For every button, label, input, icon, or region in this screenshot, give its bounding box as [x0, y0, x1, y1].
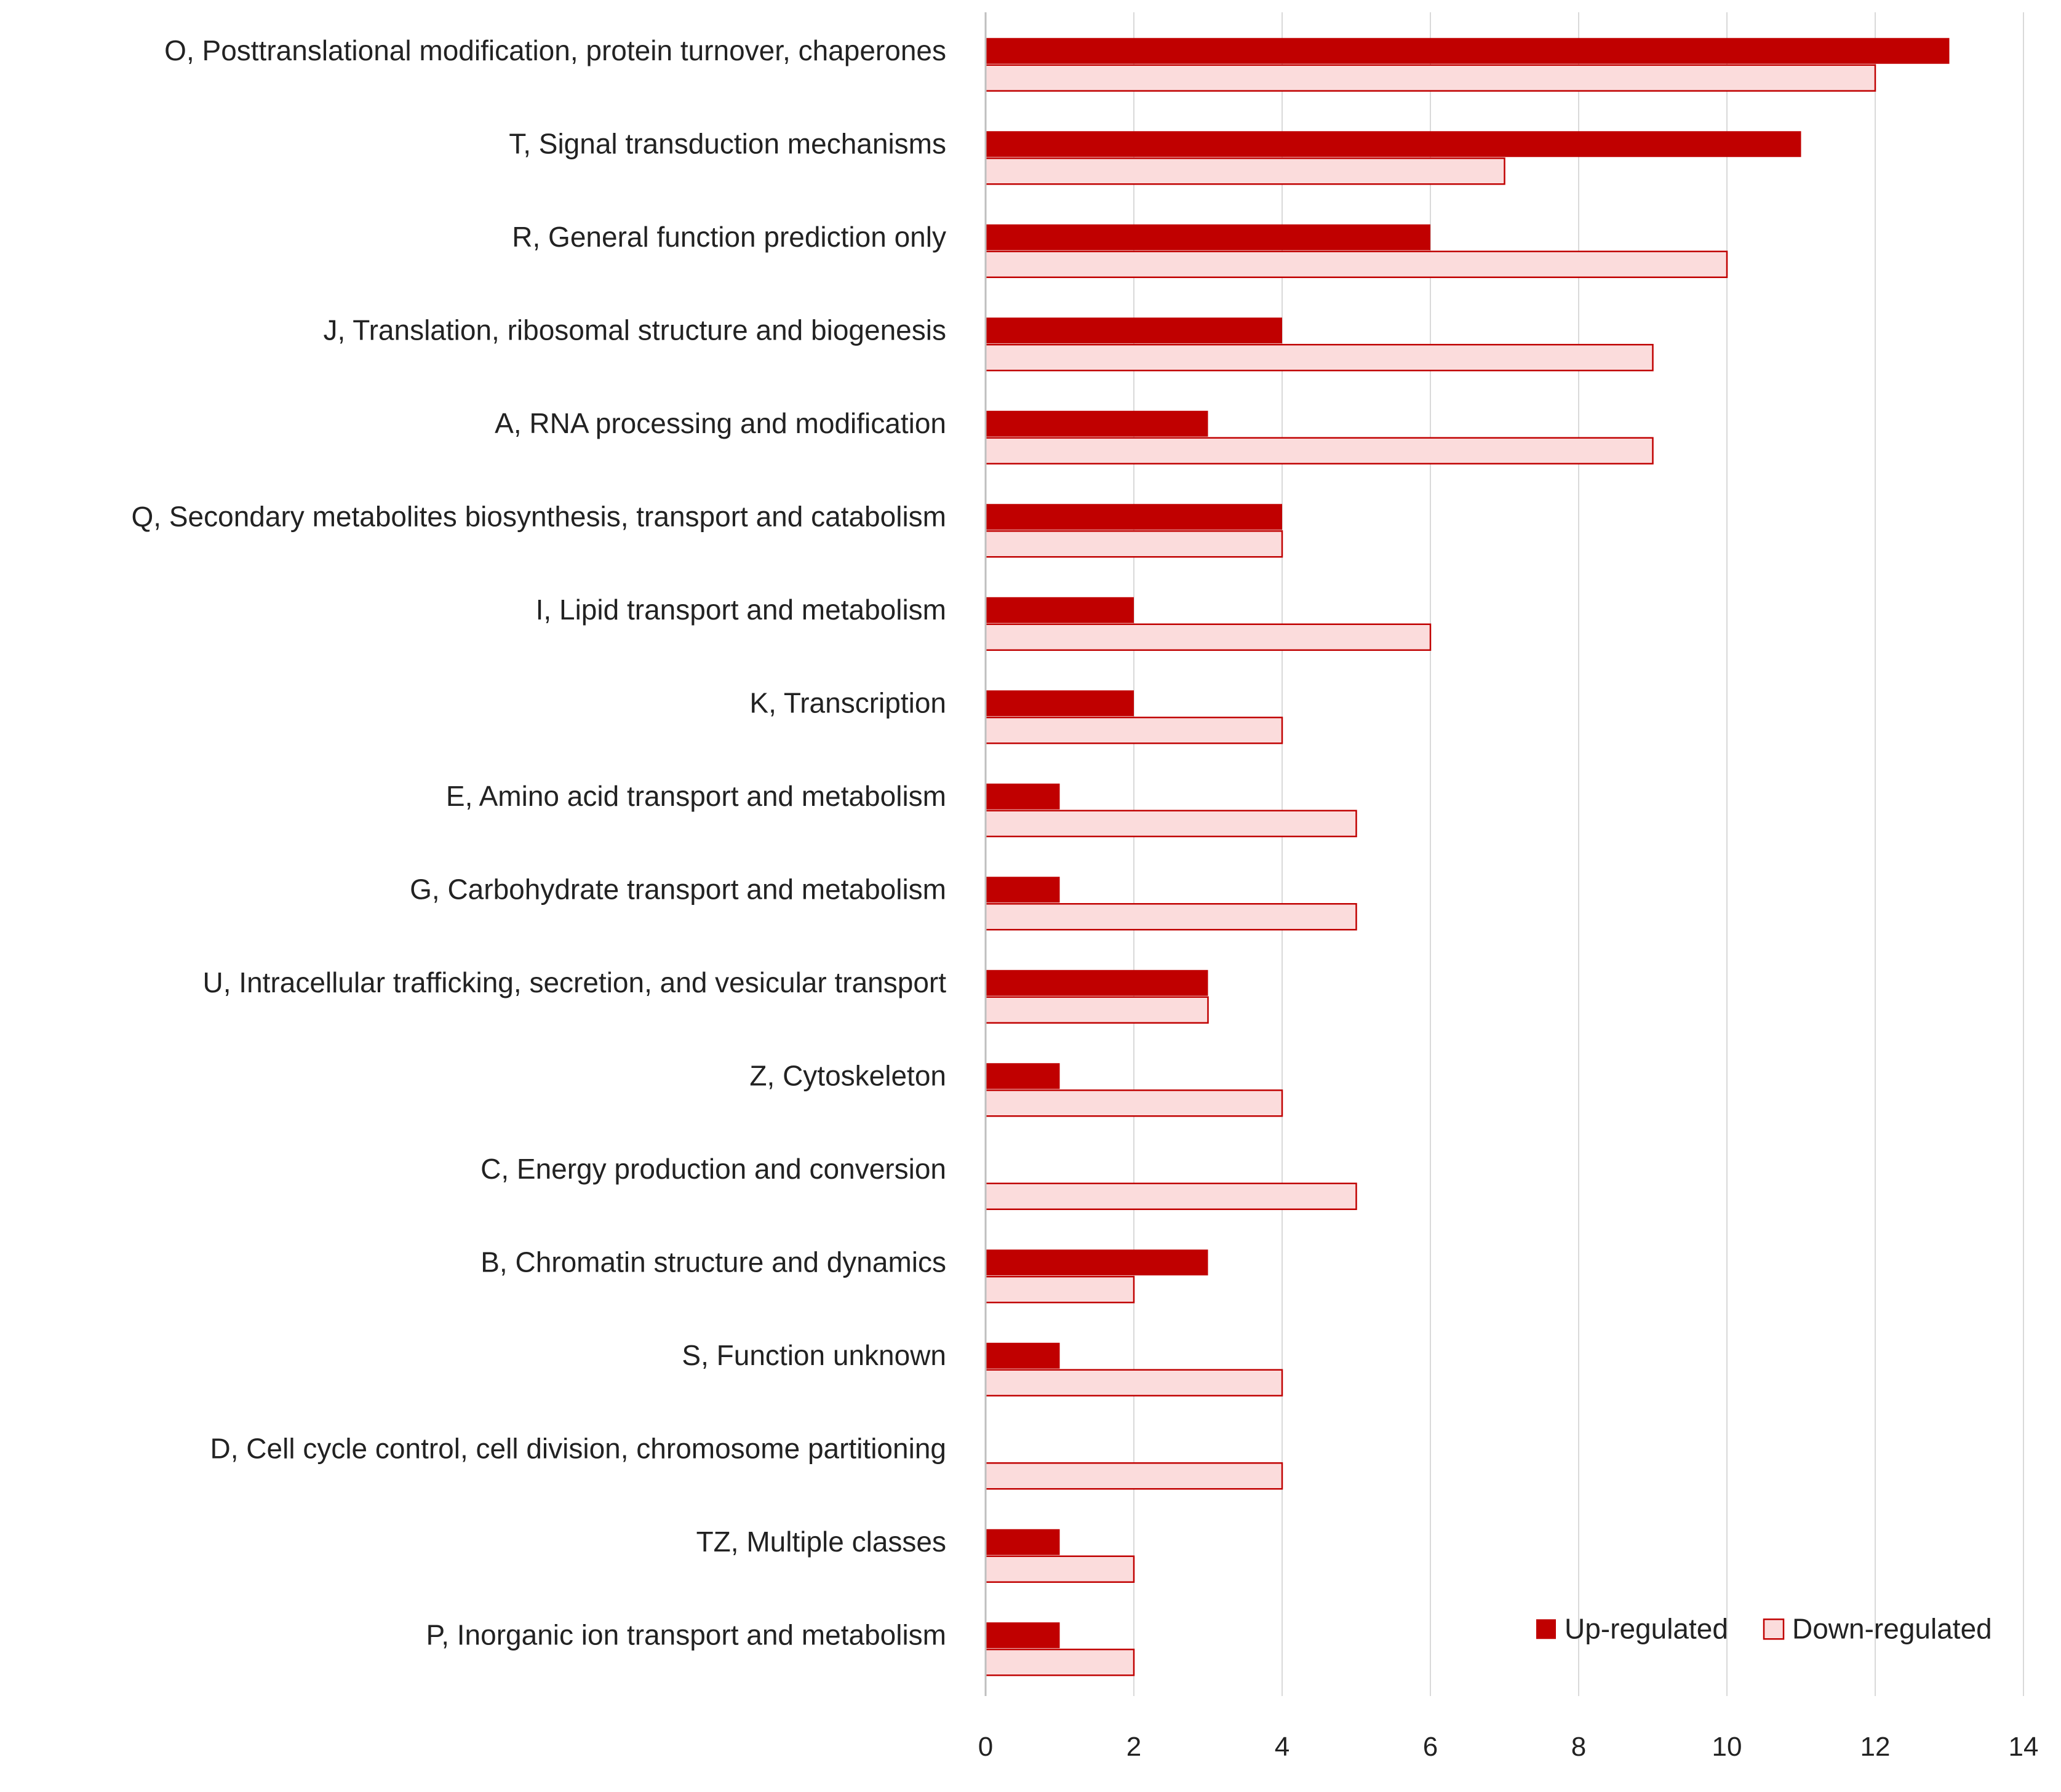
bar-down-regulated [984, 437, 1654, 464]
bar-down-regulated [984, 810, 1357, 837]
bar-up-regulated [986, 1063, 1060, 1089]
legend-label-up-regulated: Up-regulated [1565, 1612, 1728, 1644]
bar-down-regulated [984, 1182, 1357, 1210]
category-label: A, RNA processing and modification [495, 407, 946, 439]
category-label: B, Chromatin structure and dynamics [480, 1246, 946, 1278]
category-label: G, Carbohydrate transport and metabolism [410, 873, 946, 905]
x-tick-label: 8 [1571, 1732, 1586, 1762]
legend: Up-regulated Down-regulated [1536, 1612, 1992, 1644]
category-label: C, Energy production and conversion [480, 1153, 946, 1185]
bar-up-regulated [986, 690, 1134, 717]
bar-up-regulated [986, 970, 1208, 996]
legend-swatch-down-regulated [1763, 1619, 1785, 1640]
bar-up-regulated [986, 38, 1950, 64]
bar-up-regulated [986, 1249, 1208, 1276]
category-label: K, Transcription [749, 687, 946, 719]
bar-down-regulated [984, 1369, 1283, 1396]
category-label: I, Lipid transport and metabolism [536, 594, 946, 626]
x-tick-label: 0 [978, 1732, 993, 1762]
bar-down-regulated [984, 1462, 1283, 1490]
x-tick-label: 2 [1126, 1732, 1141, 1762]
bar-up-regulated [986, 1529, 1060, 1555]
x-tick-label: 10 [1712, 1732, 1742, 1762]
bar-down-regulated [984, 64, 1876, 92]
gridlines [1133, 12, 2024, 1696]
x-tick-label: 12 [1860, 1732, 1891, 1762]
category-label: O, Posttranslational modification, prote… [164, 34, 946, 66]
category-label: E, Amino acid transport and metabolism [446, 780, 946, 812]
category-label: Q, Secondary metabolites biosynthesis, t… [132, 500, 946, 532]
category-label: U, Intracellular trafficking, secretion,… [203, 966, 947, 998]
category-label: T, Signal transduction mechanisms [509, 127, 946, 159]
x-tick-label: 4 [1275, 1732, 1290, 1762]
category-label: D, Cell cycle control, cell division, ch… [210, 1432, 946, 1464]
bar-up-regulated [986, 783, 1060, 810]
bar-up-regulated [986, 504, 1282, 530]
x-tick-labels: 0 2 4 6 8 10 12 14 [978, 1732, 2039, 1762]
bar-down-regulated [984, 1089, 1283, 1117]
category-labels: O, Posttranslational modification, prote… [132, 34, 947, 1651]
bar-up-regulated [986, 1622, 1060, 1649]
bar-down-regulated [984, 157, 1505, 185]
category-label: Z, Cytoskeleton [749, 1059, 946, 1091]
bar-up-regulated [986, 597, 1134, 623]
category-label: S, Function unknown [682, 1339, 946, 1371]
bars [984, 38, 1950, 1676]
bar-up-regulated [986, 317, 1282, 344]
bar-up-regulated [986, 410, 1208, 437]
category-label: P, Inorganic ion transport and metabolis… [426, 1619, 946, 1651]
legend-swatch-up-regulated [1536, 1619, 1556, 1639]
x-tick-label: 14 [2009, 1732, 2039, 1762]
bar-down-regulated [984, 250, 1728, 278]
bar-up-regulated [986, 877, 1060, 903]
bar-down-regulated [984, 1555, 1135, 1583]
bar-down-regulated [984, 1276, 1135, 1304]
category-label: R, General function prediction only [512, 221, 946, 253]
legend-label-down-regulated: Down-regulated [1792, 1612, 1992, 1644]
bar-down-regulated [984, 996, 1209, 1024]
bar-down-regulated [984, 717, 1283, 744]
bar-up-regulated [986, 1342, 1060, 1369]
category-label: J, Translation, ribosomal structure and … [323, 314, 946, 346]
bar-down-regulated [984, 530, 1283, 558]
category-label: TZ, Multiple classes [696, 1526, 946, 1558]
bar-up-regulated [986, 224, 1430, 250]
bar-down-regulated [984, 344, 1654, 372]
bar-down-regulated [984, 1649, 1135, 1676]
bar-up-regulated [986, 131, 1801, 157]
x-tick-label: 6 [1423, 1732, 1438, 1762]
bar-down-regulated [984, 623, 1432, 651]
bar-down-regulated [984, 903, 1357, 931]
